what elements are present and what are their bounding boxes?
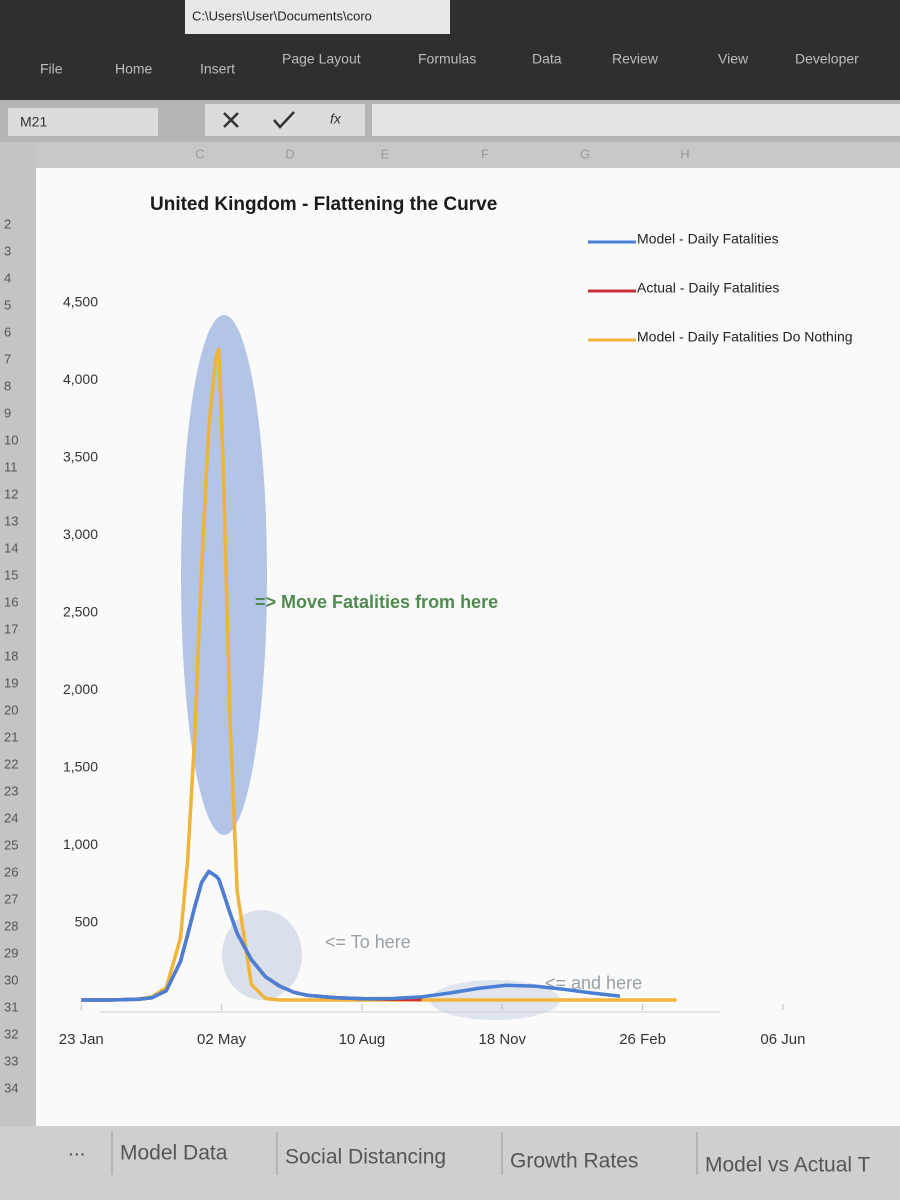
x-tick-label: 23 Jan [59,1031,104,1048]
sheet-tab[interactable]: Social Distancing [285,1146,446,1169]
row-label: 24 [4,810,18,825]
column-label: H [680,146,689,161]
row-label: 5 [4,297,11,312]
column-label: C [195,146,204,161]
row-header [0,142,36,1127]
ribbon-tab[interactable]: File [40,61,63,77]
legend-label: Model - Daily Fatalities Do Nothing [637,329,853,345]
formula-input[interactable] [372,104,900,136]
x-tick-label: 26 Feb [619,1031,666,1048]
row-label: 31 [4,999,18,1014]
column-header [0,142,900,168]
column-label: G [580,146,590,161]
row-label: 26 [4,864,18,879]
row-label: 23 [4,783,18,798]
x-tick-label: 06 Jun [760,1031,805,1048]
row-label: 4 [4,270,11,285]
row-label: 21 [4,729,18,744]
sheet-tab[interactable]: Model Data [120,1142,228,1165]
y-tick-label: 4,500 [63,294,98,310]
ribbon-tab[interactable]: Formulas [418,51,476,67]
annotation: <= and here [545,973,642,993]
ribbon-tab[interactable]: Insert [200,61,235,77]
y-tick-label: 500 [75,913,99,929]
sheet-tab[interactable]: ... [68,1138,86,1161]
series-line [81,869,621,1002]
y-tick-label: 1,500 [63,758,98,774]
row-label: 33 [4,1053,18,1068]
ribbon-tab[interactable]: Data [532,51,562,67]
y-tick-label: 1,000 [63,836,98,852]
row-label: 19 [4,675,18,690]
row-label: 6 [4,324,11,339]
cancel-icon[interactable] [223,112,239,128]
name-box-text: M21 [20,114,47,130]
row-label: 34 [4,1080,18,1095]
row-label: 30 [4,972,18,987]
ribbon-tab[interactable]: Page Layout [282,51,361,67]
column-label: F [481,146,489,161]
legend-label: Actual - Daily Fatalities [637,280,779,296]
row-label: 10 [4,432,18,447]
row-label: 14 [4,540,18,555]
row-label: 22 [4,756,18,771]
row-label: 9 [4,405,11,420]
y-tick-label: 4,000 [63,371,98,387]
name-box[interactable] [8,108,158,136]
row-label: 20 [4,702,18,717]
row-label: 11 [4,459,18,474]
sheet-tab[interactable]: Model vs Actual T [705,1154,871,1177]
row-label: 29 [4,945,18,960]
column-label: E [381,146,390,161]
column-label: D [285,146,294,161]
row-label: 13 [4,513,18,528]
sheet-tab-bar [0,1126,900,1200]
row-label: 7 [4,351,11,366]
x-tick-label: 02 May [197,1031,247,1048]
annotation: => Move Fatalities from here [255,592,498,612]
y-tick-label: 2,500 [63,603,98,619]
row-label: 25 [4,837,18,852]
highlight-ellipse [181,315,267,835]
row-label: 32 [4,1026,18,1041]
sheet-tab[interactable]: Growth Rates [510,1150,638,1173]
function-icon[interactable]: fx [330,111,342,127]
y-tick-label: 3,000 [63,526,98,542]
x-tick-label: 10 Aug [339,1031,386,1048]
row-label: 28 [4,918,18,933]
row-label: 17 [4,621,18,636]
series-line [81,347,677,1002]
title-path-box [185,0,450,34]
annotation: <= To here [325,932,411,952]
x-tick-label: 18 Nov [478,1031,526,1048]
row-label: 2 [4,216,11,231]
ribbon-tab[interactable]: Review [612,51,659,67]
row-label: 3 [4,243,11,258]
chart-title: United Kingdom - Flattening the Curve [150,194,497,215]
ribbon-tab[interactable]: View [718,51,749,67]
legend-label: Model - Daily Fatalities [637,231,779,247]
y-tick-label: 3,500 [63,449,98,465]
row-label: 8 [4,378,11,393]
file-path: C:\Users\User\Documents\coro [192,8,372,23]
row-label: 27 [4,891,18,906]
row-label: 12 [4,486,18,501]
row-label: 15 [4,567,18,582]
enter-icon[interactable] [273,111,295,129]
ribbon-tab[interactable]: Developer [795,51,859,67]
y-tick-label: 2,000 [63,681,98,697]
row-label: 16 [4,594,18,609]
row-label: 18 [4,648,18,663]
ribbon-tab[interactable]: Home [115,61,153,77]
